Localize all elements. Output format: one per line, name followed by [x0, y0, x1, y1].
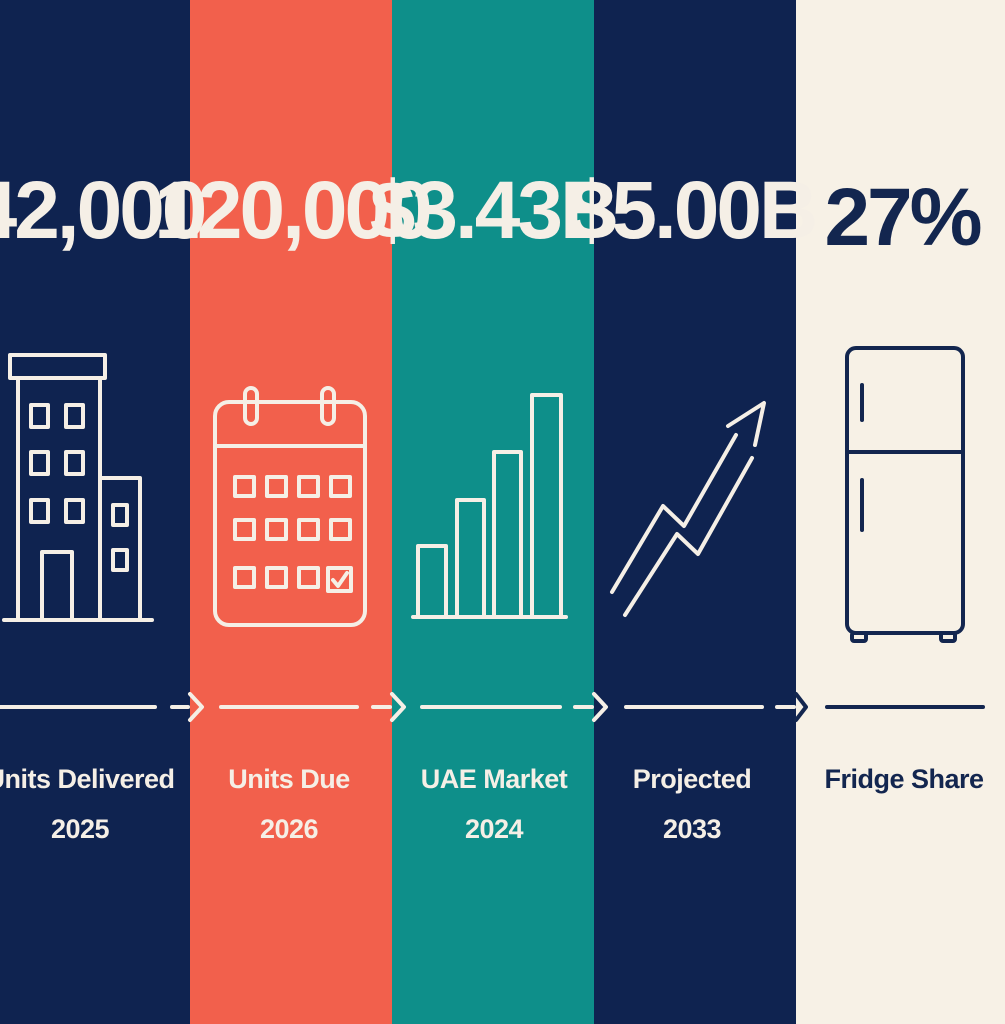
stat-value: $5.00B [569, 165, 815, 256]
stat-label: Units Due [228, 764, 350, 794]
stat-value: 27% [824, 172, 980, 263]
stat-label: Units Delivered [0, 764, 175, 794]
panel-bg [594, 0, 796, 1024]
trend-icon [610, 401, 766, 617]
stat-value: 42,000 [0, 165, 205, 256]
fridge-icon [845, 346, 965, 643]
stat-label: 2026 [260, 814, 319, 844]
stat-value: 120,000 [154, 165, 430, 256]
panel-bg [0, 0, 190, 1024]
calendar-icon [213, 386, 367, 627]
connectors [0, 692, 985, 722]
panel-bg [190, 0, 392, 1024]
stat-label: 2025 [51, 814, 110, 844]
stat-label: 2033 [663, 814, 722, 844]
stat-label: 2024 [465, 814, 524, 844]
panel-bg [796, 0, 1005, 1024]
building-icon [2, 353, 154, 622]
stat-label: UAE Market [421, 764, 568, 794]
stat-label: Fridge Share [824, 764, 984, 794]
bar-chart-icon [411, 393, 568, 619]
stat-value: $3.43B [370, 165, 616, 256]
stat-label: Projected [633, 764, 752, 794]
